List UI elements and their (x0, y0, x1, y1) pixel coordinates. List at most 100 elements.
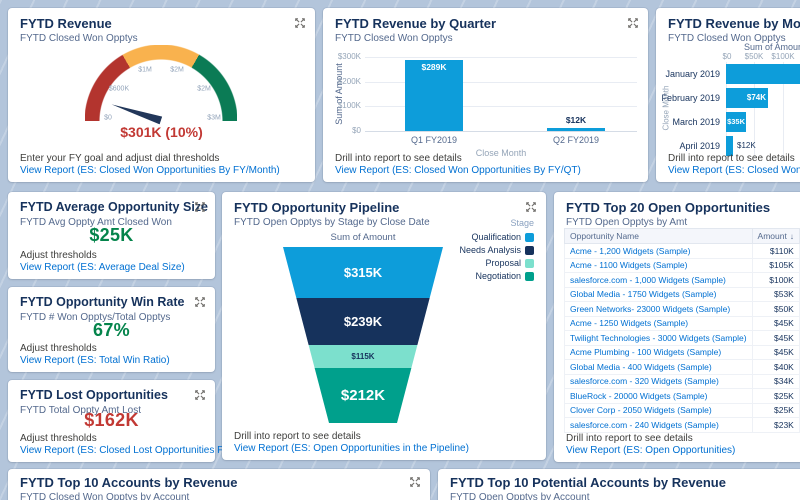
funnel-segment-negotiation[interactable]: $212K (283, 368, 443, 423)
card-lost-opportunities: FYTD Lost Opportunities FYTD Total Oppty… (8, 380, 247, 462)
legend-swatch (525, 245, 534, 255)
legend-item[interactable]: Negotiation (475, 271, 534, 281)
y-tick: February 2019 (661, 93, 720, 103)
card-hint: Adjust thresholds (20, 250, 97, 261)
bar-q2-fy2019[interactable] (547, 128, 605, 131)
card-win-rate: FYTD Opportunity Win Rate FYTD # Won Opp… (8, 287, 215, 372)
amount-cell: $25K (751, 388, 800, 404)
card-top10-potential-accounts: FYTD Top 10 Potential Accounts by Revenu… (438, 469, 800, 500)
opportunity-link[interactable]: salesforce.com - 320 Widgets (Sample) (570, 376, 719, 387)
opportunity-link[interactable]: Acme - 1100 Widgets (Sample) (570, 260, 688, 271)
x-tick: $100K (771, 52, 795, 61)
funnel-segment-proposal[interactable]: $115K (283, 345, 443, 368)
x-tick: $50K (744, 52, 764, 61)
card-subtitle: FYTD Total Oppty Amt Lost (20, 405, 141, 416)
month-plot-area: $74K $35K $12K (726, 62, 800, 158)
bar-april-2019[interactable] (726, 136, 733, 156)
funnel-axis-title: Sum of Amount (330, 232, 396, 243)
legend-item[interactable]: Qualification (471, 232, 534, 242)
gauge-tick: $2M (170, 66, 184, 74)
bar-march-2019[interactable]: $35K (726, 112, 746, 132)
amount-cell: $34K (751, 374, 800, 389)
table-row: BlueRock - 20000 Widgets (Sample) $25K (564, 388, 800, 404)
opportunity-link[interactable]: Green Networks- 23000 Widgets (Sample) (570, 303, 731, 314)
table-row: Acme - 1250 Widgets (Sample) $45K (564, 316, 800, 331)
expand-icon[interactable] (408, 476, 421, 489)
funnel-segment-qualification[interactable]: $315K (283, 247, 443, 298)
bar-january-2019[interactable] (726, 64, 800, 84)
expand-icon[interactable] (626, 17, 639, 30)
x-axis-label: Close Month (475, 148, 527, 158)
opportunity-link[interactable]: BlueRock - 20000 Widgets (Sample) (570, 390, 708, 401)
opportunity-link[interactable]: Acme - 1,200 Widgets (Sample) (570, 245, 691, 256)
metric-value: $162K (84, 410, 139, 430)
legend-swatch (525, 232, 534, 242)
expand-icon[interactable] (193, 389, 206, 402)
card-subtitle: FYTD Closed Won Opptys (668, 33, 786, 44)
expand-icon[interactable] (524, 201, 537, 214)
legend-item[interactable]: Needs Analysis (459, 245, 534, 255)
opportunity-link[interactable]: Global Media - 400 Widgets (Sample) (570, 361, 712, 372)
y-tick: March 2019 (672, 117, 720, 127)
card-subtitle: FYTD Open Opptys by Stage by Close Date (234, 217, 430, 228)
table-row: Acme Plumbing - 100 Widgets (Sample) $45K (564, 345, 800, 360)
column-header-amount[interactable]: Amount ↓ (751, 228, 800, 244)
card-hint: Drill into report to see details (335, 153, 462, 164)
card-hint: Adjust thresholds (20, 343, 97, 354)
gauge-value: $301K (10%) (120, 124, 203, 140)
card-title: FYTD Opportunity Win Rate (20, 295, 185, 309)
table-row: Twilight Technologies - 3000 Widgets (Sa… (564, 330, 800, 346)
card-fytd-revenue: FYTD Revenue FYTD Closed Won Opptys $0 $… (8, 8, 315, 182)
card-subtitle: FYTD Open Opptys by Amt (566, 217, 688, 228)
view-report-link[interactable]: View Report (ES: Average Deal Size) (20, 262, 185, 273)
funnel-segment-needs-analysis[interactable]: $239K (283, 298, 443, 345)
gauge-tick: $600K (108, 85, 130, 93)
x-tick: Q1 FY2019 (410, 135, 458, 145)
bar-q1-fy2019[interactable] (405, 60, 463, 131)
opportunity-link[interactable]: Twilight Technologies - 3000 Widgets (Sa… (570, 332, 747, 343)
opportunity-link[interactable]: Global Media - 1750 Widgets (Sample) (570, 289, 717, 300)
view-report-link[interactable]: View Report (ES: Closed Won Opportunitie… (668, 165, 800, 176)
column-header-opportunity-name[interactable]: Opportunity Name (564, 228, 753, 244)
card-subtitle: FYTD Closed Won Opptys (20, 33, 138, 44)
opportunity-link[interactable]: salesforce.com - 1,000 Widgets (Sample) (570, 274, 726, 285)
opportunity-link[interactable]: Clover Corp - 2050 Widgets (Sample) (570, 405, 712, 416)
view-report-link[interactable]: View Report (ES: Open Opportunities) (566, 445, 736, 456)
gridline (365, 82, 637, 83)
card-title: FYTD Revenue by Quarter (335, 16, 497, 31)
opportunity-link[interactable]: Acme Plumbing - 100 Widgets (Sample) (570, 347, 722, 358)
view-report-link[interactable]: View Report (ES: Closed Won Opportunitie… (335, 165, 581, 176)
legend-swatch (525, 258, 534, 268)
opportunity-link[interactable]: salesforce.com - 240 Widgets (Sample) (570, 419, 719, 430)
amount-cell: $45K (751, 330, 800, 346)
card-hint: Adjust thresholds (20, 433, 97, 444)
y-axis-label: Sum of Amount (334, 63, 344, 125)
legend-label: Negotiation (475, 271, 521, 281)
y-tick: $100K (337, 101, 361, 110)
legend-label: Proposal (485, 258, 521, 268)
view-report-link[interactable]: View Report (ES: Closed Lost Opportuniti… (20, 445, 247, 456)
card-title: FYTD Revenue by Month (668, 16, 800, 31)
view-report-link[interactable]: View Report (ES: Total Win Ratio) (20, 355, 170, 366)
table-header-row: Opportunity Name Amount↓ Probability (564, 228, 800, 244)
view-report-link[interactable]: View Report (ES: Closed Won Opportunitie… (20, 165, 280, 176)
card-title: FYTD Lost Opportunities (20, 388, 168, 402)
expand-icon[interactable] (193, 296, 206, 309)
y-tick: $0 (352, 126, 361, 135)
amount-cell: $50K (751, 301, 800, 317)
card-avg-opportunity-size: FYTD Average Opportunity Size FYTD Avg O… (8, 192, 215, 279)
bar-value-label: $35K (727, 117, 745, 126)
bar-february-2019[interactable]: $74K (726, 88, 768, 108)
expand-icon[interactable] (293, 17, 306, 30)
gauge-arc[interactable] (85, 45, 237, 121)
y-tick: January 2019 (665, 69, 720, 79)
y-tick: $200K (337, 77, 361, 86)
view-report-link[interactable]: View Report (ES: Open Opportunities in t… (234, 443, 469, 454)
legend-item[interactable]: Proposal (485, 258, 534, 268)
expand-icon[interactable] (193, 201, 206, 214)
amount-cell: $23K (751, 417, 800, 433)
table-row: Global Media - 1750 Widgets (Sample) $53K (564, 287, 800, 302)
gridline (754, 62, 755, 158)
opportunity-link[interactable]: Acme - 1250 Widgets (Sample) (570, 318, 689, 329)
